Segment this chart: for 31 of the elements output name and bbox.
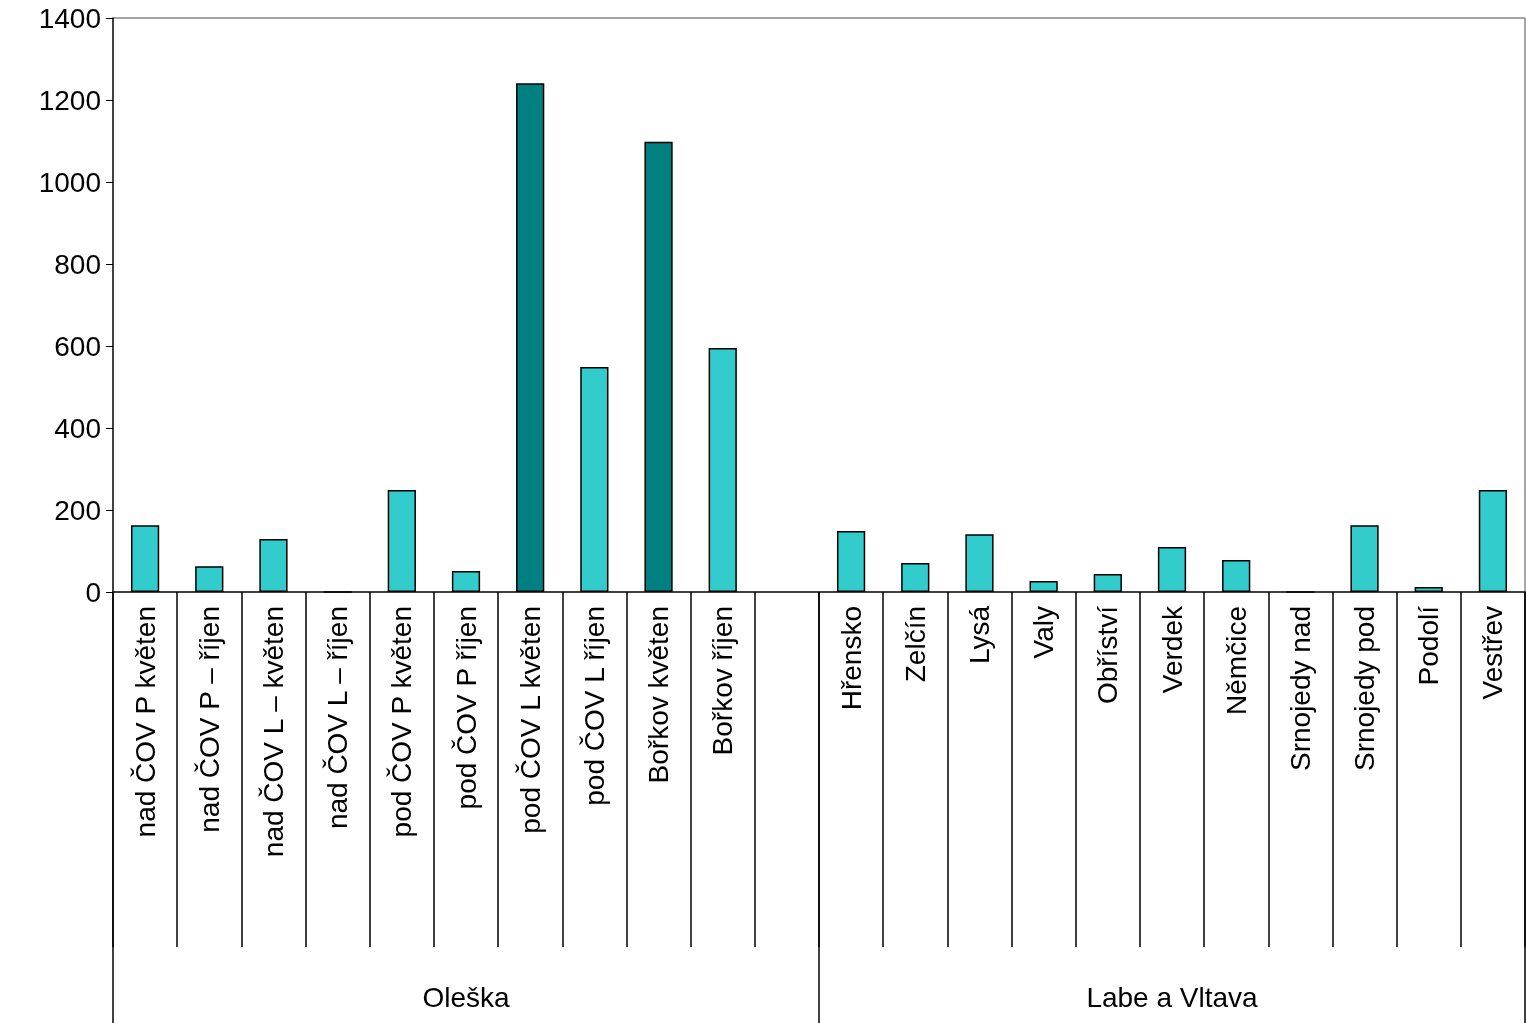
x-tick-label: pod ČOV P květen [386, 606, 418, 838]
y-tick-label: 200 [54, 494, 101, 526]
x-tick-label: pod ČOV L říjen [578, 606, 610, 806]
x-tick-label: Zelčín [899, 606, 931, 683]
x-tick-label: Vestřev [1477, 606, 1509, 700]
y-tick-label: 1200 [38, 84, 101, 116]
x-tick-label: pod ČOV P říjen [450, 606, 482, 810]
x-tick-label: Valy [1028, 606, 1060, 659]
x-tick-label: Hřensko [835, 606, 867, 711]
text: Oleška [422, 981, 510, 1013]
x-tick-label: Srnojedy pod [1349, 606, 1381, 772]
x-tick-label: Bořkov říjen [707, 606, 739, 756]
y-tick-label: 0 [85, 576, 101, 608]
x-tick-label: nad ČOV P – říjen [193, 606, 225, 833]
x-tick-label: pod ČOV L květen [514, 606, 546, 834]
x-tick-label: Srnojedy nad [1284, 606, 1316, 772]
text: Labe a Vltava [1086, 981, 1259, 1013]
x-tick-label: Němčice [1220, 606, 1252, 715]
y-tick-label: 600 [54, 330, 101, 362]
y-tick-label: 800 [54, 248, 101, 280]
y-tick-label: 400 [54, 412, 101, 444]
x-tick-label: Podolí [1413, 605, 1445, 686]
x-tick-label: nad ČOV L – květen [257, 606, 289, 858]
y-tick-label: 1000 [38, 166, 101, 198]
x-tick-label: Bořkov květen [643, 606, 675, 784]
x-tick-label: Lysá [963, 605, 995, 665]
x-tick-label: Obříství [1092, 605, 1124, 705]
y-tick-label: 1400 [38, 2, 101, 34]
x-tick-label: Verdek [1156, 605, 1188, 694]
x-tick-label: nad ČOV L – říjen [322, 606, 354, 830]
x-tick-label: nad ČOV P květen [129, 606, 161, 838]
